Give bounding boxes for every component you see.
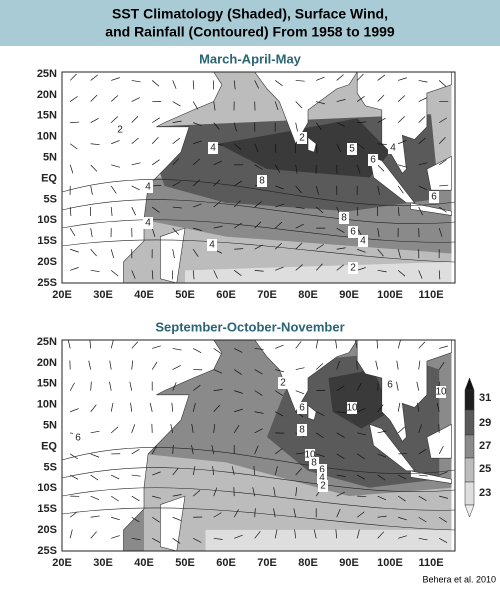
colorbar-tick-label: 29 [479, 417, 491, 429]
lat-label: 10S [37, 482, 57, 494]
contour-label: 4 [390, 143, 396, 154]
lat-label: 20N [37, 89, 57, 101]
contour-label: 2 [117, 125, 123, 136]
colorbar-segment [465, 435, 474, 458]
colorbar-segment [465, 482, 474, 505]
lon-label: 70E [257, 557, 277, 569]
colorbar-tick-label: 27 [479, 440, 491, 452]
lon-label: 20E [52, 289, 72, 301]
contour-label: 4 [145, 218, 151, 229]
colorbar-top [465, 378, 474, 390]
colorbar-segment [465, 390, 474, 410]
colorbar-tick-label: 23 [479, 487, 491, 499]
map-area [62, 339, 455, 551]
lat-label: 15N [37, 110, 57, 122]
lon-label: 50E [175, 557, 195, 569]
lat-label: 15N [37, 378, 57, 390]
lat-label: 20N [37, 357, 57, 369]
lat-label: 25S [37, 545, 57, 557]
lon-label: 90E [339, 557, 359, 569]
lon-label: 110E [418, 289, 443, 301]
contour-label: 6 [350, 227, 356, 238]
contour-label: 6 [299, 403, 305, 414]
contour-label: 8 [311, 458, 317, 469]
title-line: SST Climatology (Shaded), Surface Wind, [112, 6, 388, 22]
lat-label: 15S [37, 503, 57, 515]
contour-label: 6 [370, 155, 376, 166]
contour-label: 2 [320, 481, 326, 492]
lon-label: 80E [298, 557, 318, 569]
title-line: and Rainfall (Contoured) From 1958 to 19… [105, 24, 395, 40]
lon-label: 110E [418, 557, 443, 569]
contour-label: 2 [350, 263, 356, 274]
lon-label: 90E [339, 289, 359, 301]
lat-label: 10N [37, 399, 57, 411]
lat-label: 5N [43, 420, 57, 432]
contour-label: 10 [346, 403, 358, 414]
lat-label: 10S [37, 214, 57, 226]
contour-label: 6 [387, 380, 393, 391]
lat-label: 15S [37, 235, 57, 247]
contour-label: 10 [435, 387, 447, 398]
contour-label: 6 [75, 433, 81, 444]
lon-label: 40E [134, 557, 154, 569]
map-panel: March-April-May 25N 20N 15N 10N 5N EQ 5S 10S 15S 2… [37, 51, 455, 300]
contour-label: 8 [341, 213, 347, 224]
lon-label: 30E [93, 289, 113, 301]
lon-label: 100E [377, 557, 403, 569]
lat-label: 25S [37, 277, 57, 289]
colorbar-tick-label: 31 [479, 392, 491, 404]
colorbar: 31 29 27 25 23 [465, 378, 491, 517]
lon-label: 60E [216, 557, 236, 569]
lat-label: 20S [37, 524, 57, 536]
lon-label: 60E [216, 289, 236, 301]
colorbar-tick-label: 25 [479, 463, 491, 475]
lon-label: 50E [175, 289, 195, 301]
lat-label: 5S [44, 193, 57, 205]
lon-label: 100E [377, 289, 403, 301]
map-panel: September-October-November 25N 20N 15N 10N 5N… [37, 319, 455, 568]
contour-label: 4 [209, 240, 215, 251]
colorbar-segment [465, 458, 474, 482]
contour-label: 2 [280, 378, 286, 389]
contour-label: 4 [145, 182, 151, 193]
lon-label: 30E [93, 557, 113, 569]
panel-title: March-April-May [199, 51, 302, 66]
contour-label: 8 [299, 425, 305, 436]
contour-label: 8 [259, 176, 265, 187]
sst-shade [206, 530, 452, 551]
lat-label: 20S [37, 256, 57, 268]
lon-label: 40E [134, 289, 154, 301]
lat-label: EQ [41, 172, 57, 184]
contour-label: 5 [349, 144, 355, 155]
lon-label: 70E [257, 289, 277, 301]
lat-label: 25N [37, 68, 57, 80]
contour-label: 6 [431, 192, 437, 203]
lat-label: 10N [37, 131, 57, 143]
panel-title: September-October-November [155, 319, 344, 334]
credit: Behera et al. 2010 [422, 574, 496, 584]
contour-label: 4 [360, 236, 366, 247]
lat-label: EQ [41, 440, 57, 452]
colorbar-bottom [465, 505, 474, 517]
lon-label: 20E [52, 557, 72, 569]
lat-label: 25N [37, 336, 57, 348]
lat-label: 5S [44, 461, 57, 473]
lon-label: 80E [298, 289, 318, 301]
lat-label: 5N [43, 152, 57, 164]
contour-label: 2 [299, 133, 305, 144]
contour-label: 4 [210, 143, 216, 154]
colorbar-segment [465, 410, 474, 435]
